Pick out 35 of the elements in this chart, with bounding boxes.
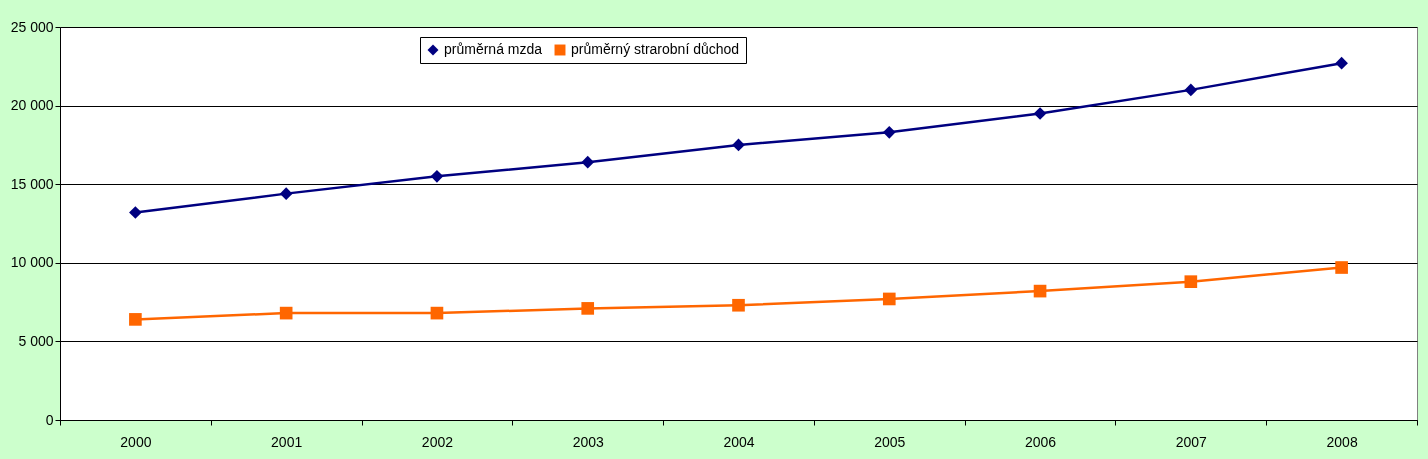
y-tick-label: 20 000: [10, 97, 54, 114]
point: [279, 306, 293, 320]
point: [732, 138, 745, 152]
point: [279, 187, 293, 200]
y-tick-label: 15 000: [10, 175, 54, 192]
point: [1335, 56, 1348, 70]
point: [882, 292, 896, 306]
x-tick-label: 2008: [1326, 433, 1358, 450]
point: [1033, 107, 1047, 120]
point: [581, 302, 595, 315]
point: [581, 155, 595, 169]
point: [430, 170, 444, 183]
point: [1184, 83, 1198, 97]
y-tick-label: 10 000: [10, 254, 54, 271]
point: [732, 298, 745, 312]
y-tick-label: 5 000: [18, 332, 54, 349]
x-tick-label: 2007: [1175, 433, 1208, 450]
legend-label: průměrný strarobní důchod: [571, 41, 740, 57]
x-tick-label: 2000: [120, 433, 152, 450]
point: [1033, 284, 1047, 298]
point: [129, 313, 142, 326]
x-tick-label: 2002: [421, 433, 454, 450]
y-tick-label: 0: [45, 411, 54, 428]
y-tick-label: 25 000: [10, 18, 54, 35]
point: [430, 306, 444, 320]
x-tick-label: 2001: [271, 433, 303, 450]
point: [1335, 261, 1348, 274]
point: [882, 126, 896, 139]
x-tick-label: 2005: [874, 433, 906, 450]
point: [129, 206, 142, 219]
x-tick-label: 2004: [723, 433, 755, 450]
x-tick-label: 2003: [572, 433, 604, 450]
point: [1184, 275, 1198, 288]
x-tick-label: 2006: [1024, 433, 1057, 450]
legend-label: průměrná mzda: [444, 41, 543, 57]
